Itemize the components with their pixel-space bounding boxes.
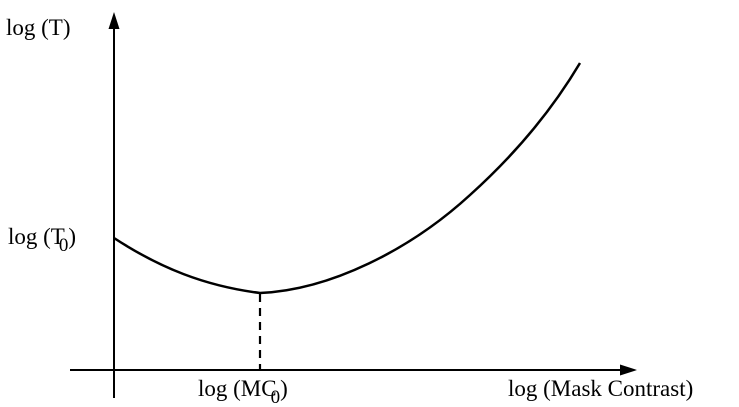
y-marker-label: log (T0) — [8, 224, 76, 256]
x-marker-close: ) — [280, 376, 288, 401]
x-marker-subscript: 0 — [271, 387, 281, 407]
y-marker-main: log (T — [8, 224, 65, 249]
x-axis-arrowhead — [620, 364, 637, 376]
threshold-curve — [113, 62, 582, 295]
x-marker-main: log (MC — [198, 376, 277, 401]
y-marker-subscript: 0 — [59, 235, 69, 256]
x-marker-label: log (MC0) — [198, 376, 288, 407]
y-axis-label: log (T) — [6, 15, 71, 40]
y-axis-arrowhead — [108, 12, 120, 29]
y-marker-close: ) — [68, 224, 76, 249]
x-axis-label: log (Mask Contrast) — [508, 376, 693, 401]
